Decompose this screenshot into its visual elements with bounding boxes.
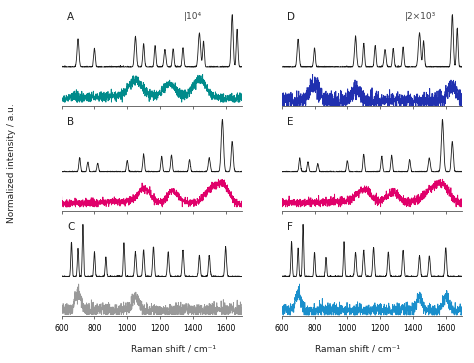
Text: A: A <box>67 12 74 22</box>
Text: E: E <box>287 117 294 127</box>
Text: Normalized intensity / a.u.: Normalized intensity / a.u. <box>8 103 16 223</box>
Text: B: B <box>67 117 74 127</box>
Text: Raman shift / cm⁻¹: Raman shift / cm⁻¹ <box>315 345 401 354</box>
Text: |10⁴: |10⁴ <box>184 12 202 21</box>
Text: D: D <box>287 12 295 22</box>
Text: |2×10³: |2×10³ <box>404 12 436 21</box>
Text: F: F <box>287 222 293 232</box>
Text: Raman shift / cm⁻¹: Raman shift / cm⁻¹ <box>130 345 216 354</box>
Text: C: C <box>67 222 74 232</box>
